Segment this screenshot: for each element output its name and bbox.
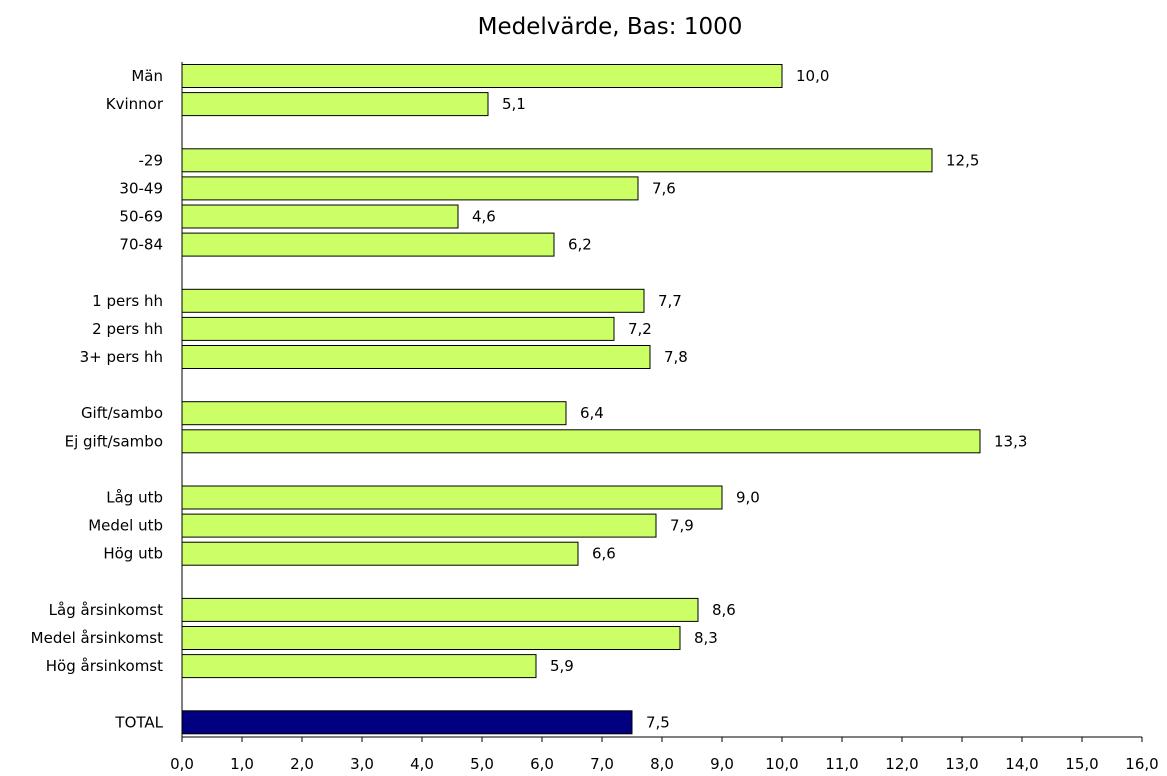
bar bbox=[181, 204, 459, 229]
bar bbox=[181, 288, 645, 313]
x-tick-label: 5,0 bbox=[470, 755, 494, 773]
bar bbox=[181, 64, 783, 88]
value-label: 6,4 bbox=[580, 404, 604, 422]
category-label: Ej gift/sambo bbox=[65, 432, 163, 450]
bar bbox=[181, 710, 633, 735]
bar bbox=[181, 429, 981, 454]
value-label: 7,2 bbox=[628, 320, 652, 338]
value-label: 7,6 bbox=[652, 179, 676, 197]
bar bbox=[181, 626, 681, 650]
category-label: 70-84 bbox=[119, 236, 163, 254]
bar bbox=[181, 654, 537, 679]
value-label: 7,5 bbox=[646, 713, 670, 731]
x-tick-label: 9,0 bbox=[710, 755, 734, 773]
x-tick-label: 0,0 bbox=[170, 755, 194, 773]
value-label: 6,6 bbox=[592, 545, 616, 563]
x-tick-label: 7,0 bbox=[590, 755, 614, 773]
value-label: 7,7 bbox=[658, 292, 682, 310]
category-label: TOTAL bbox=[114, 713, 163, 731]
bar bbox=[181, 401, 567, 426]
x-tick-label: 4,0 bbox=[410, 755, 434, 773]
value-label: 4,6 bbox=[472, 208, 496, 226]
category-label: Män bbox=[131, 67, 163, 85]
value-label: 10,0 bbox=[796, 67, 829, 85]
category-label: Hög utb bbox=[103, 545, 163, 563]
x-tick-label: 15,0 bbox=[1065, 755, 1098, 773]
x-tick-label: 13,0 bbox=[945, 755, 978, 773]
category-label: 3+ pers hh bbox=[80, 348, 163, 366]
value-label: 9,0 bbox=[736, 489, 760, 507]
bar bbox=[181, 232, 555, 257]
x-tick-label: 3,0 bbox=[350, 755, 374, 773]
category-label: 1 pers hh bbox=[92, 292, 163, 310]
bar bbox=[181, 513, 657, 538]
bar bbox=[181, 485, 723, 510]
x-tick-label: 10,0 bbox=[765, 755, 798, 773]
category-label: Låg utb bbox=[106, 489, 163, 507]
category-label: 50-69 bbox=[119, 208, 163, 226]
value-label: 8,6 bbox=[712, 601, 736, 619]
bar bbox=[181, 148, 933, 173]
value-label: 8,3 bbox=[694, 629, 718, 647]
chart-title: Medelvärde, Bas: 1000 bbox=[477, 14, 743, 40]
category-label: 2 pers hh bbox=[92, 320, 163, 338]
value-label: 6,2 bbox=[568, 236, 592, 254]
x-tick-label: 14,0 bbox=[1005, 755, 1038, 773]
value-label: 5,9 bbox=[550, 657, 574, 675]
bar bbox=[181, 597, 699, 622]
bar bbox=[181, 541, 579, 566]
category-label: -29 bbox=[139, 151, 164, 169]
category-label: Gift/sambo bbox=[81, 404, 163, 422]
value-label: 13,3 bbox=[994, 432, 1027, 450]
category-label: Låg årsinkomst bbox=[49, 601, 163, 619]
value-label: 12,5 bbox=[946, 151, 979, 169]
bar bbox=[181, 345, 651, 369]
x-tick-label: 6,0 bbox=[530, 755, 554, 773]
x-tick-label: 1,0 bbox=[230, 755, 254, 773]
category-label: Hög årsinkomst bbox=[46, 657, 163, 675]
x-tick-label: 12,0 bbox=[885, 755, 918, 773]
x-tick-label: 11,0 bbox=[825, 755, 858, 773]
category-label: 30-49 bbox=[119, 179, 163, 197]
category-label: Medel utb bbox=[88, 517, 163, 535]
value-label: 7,8 bbox=[664, 348, 688, 366]
x-tick-label: 16,0 bbox=[1125, 755, 1158, 773]
bar bbox=[181, 92, 489, 117]
value-label: 5,1 bbox=[502, 95, 526, 113]
category-label: Medel årsinkomst bbox=[31, 629, 163, 647]
bar bbox=[181, 176, 639, 201]
value-label: 7,9 bbox=[670, 517, 694, 535]
x-tick-label: 8,0 bbox=[650, 755, 674, 773]
bar bbox=[181, 316, 615, 341]
category-label: Kvinnor bbox=[106, 95, 164, 113]
x-tick-label: 2,0 bbox=[290, 755, 314, 773]
